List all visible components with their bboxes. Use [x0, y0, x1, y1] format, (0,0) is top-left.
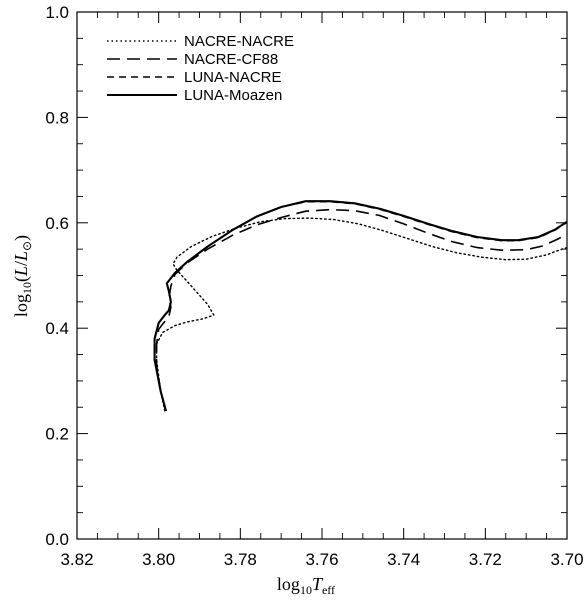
x-axis-label: log10Teff	[277, 574, 335, 597]
series-line-luna-nacre	[153, 200, 567, 412]
axis-ticks	[76, 11, 568, 540]
legend-label-luna-moazen: LUNA-Moazen	[184, 87, 282, 104]
series-group	[153, 200, 567, 412]
x-tick-label-6: 3.70	[550, 550, 583, 569]
legend-label-luna-nacre: LUNA-NACRE	[184, 69, 282, 86]
x-tick-label-3: 3.76	[305, 550, 338, 569]
x-tick-label-4: 3.74	[387, 550, 420, 569]
y-tick-label-0: 0.0	[45, 530, 69, 549]
y-tick-label-1: 0.2	[45, 425, 69, 444]
series-line-nacre-nacre	[155, 217, 567, 412]
x-tick-label-1: 3.80	[142, 550, 175, 569]
y-tick-label-3: 0.6	[45, 214, 69, 233]
y-tick-label-5: 1.0	[45, 3, 69, 22]
legend: NACRE-NACRENACRE-CF88LUNA-NACRELUNA-Moaz…	[107, 33, 294, 104]
data-area	[153, 200, 567, 412]
y-axis-label: log10(L/L⊙)	[11, 235, 34, 317]
axis-tick-labels: 3.82 3.80 3.78 3.76 3.74 3.72 3.70 0.0 0.2 0.4 0.6…	[45, 3, 583, 569]
legend-label-nacre-cf88: NACRE-CF88	[184, 51, 278, 68]
y-tick-label-2: 0.4	[45, 319, 69, 338]
x-tick-label-0: 3.82	[60, 550, 93, 569]
series-line-luna-moazen	[153, 200, 567, 412]
x-tick-label-5: 3.72	[469, 550, 502, 569]
legend-label-nacre-nacre: NACRE-NACRE	[184, 33, 294, 50]
x-tick-label-2: 3.78	[224, 550, 257, 569]
series-line-nacre-cf88	[155, 208, 567, 412]
y-tick-label-4: 0.8	[45, 108, 69, 127]
plot-frame	[76, 11, 568, 540]
